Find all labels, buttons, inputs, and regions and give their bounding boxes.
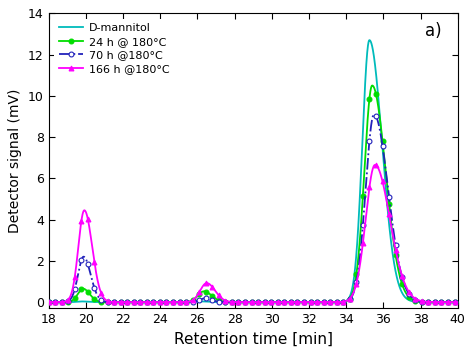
166 h @180°C bbox=[46, 300, 52, 304]
Line: D-mannitol: D-mannitol bbox=[49, 40, 458, 302]
24 h @ 180°C bbox=[46, 300, 52, 304]
24 h @ 180°C bbox=[369, 83, 375, 88]
166 h @180°C bbox=[312, 300, 318, 304]
24 h @ 180°C bbox=[291, 300, 297, 304]
D-mannitol bbox=[46, 300, 52, 304]
70 h @180°C bbox=[46, 300, 52, 304]
24 h @ 180°C bbox=[383, 164, 388, 169]
166 h @180°C bbox=[383, 191, 388, 196]
X-axis label: Retention time [min]: Retention time [min] bbox=[173, 332, 333, 347]
70 h @180°C bbox=[351, 289, 357, 294]
70 h @180°C bbox=[312, 300, 318, 304]
24 h @ 180°C bbox=[312, 300, 318, 304]
Line: 24 h @ 180°C: 24 h @ 180°C bbox=[46, 83, 460, 305]
D-mannitol bbox=[202, 299, 208, 304]
D-mannitol bbox=[120, 300, 126, 304]
24 h @ 180°C bbox=[202, 289, 208, 294]
70 h @180°C bbox=[455, 300, 461, 304]
24 h @ 180°C bbox=[120, 300, 126, 304]
Line: 70 h @180°C: 70 h @180°C bbox=[46, 112, 460, 305]
D-mannitol bbox=[351, 276, 357, 280]
D-mannitol bbox=[269, 300, 275, 304]
70 h @180°C bbox=[275, 300, 281, 304]
Line: 166 h @180°C: 166 h @180°C bbox=[46, 163, 460, 305]
70 h @180°C bbox=[202, 296, 208, 300]
Text: a): a) bbox=[425, 22, 441, 40]
166 h @180°C bbox=[291, 300, 297, 304]
D-mannitol bbox=[366, 38, 372, 42]
D-mannitol bbox=[291, 300, 297, 304]
166 h @180°C bbox=[372, 163, 378, 167]
70 h @180°C bbox=[371, 112, 377, 116]
D-mannitol bbox=[455, 300, 461, 304]
24 h @ 180°C bbox=[455, 300, 461, 304]
166 h @180°C bbox=[202, 282, 208, 286]
24 h @ 180°C bbox=[351, 286, 357, 290]
166 h @180°C bbox=[351, 289, 357, 294]
166 h @180°C bbox=[120, 300, 126, 304]
70 h @180°C bbox=[291, 300, 297, 304]
D-mannitol bbox=[312, 300, 318, 304]
24 h @ 180°C bbox=[284, 300, 290, 304]
Y-axis label: Detector signal (mV): Detector signal (mV) bbox=[9, 89, 22, 233]
166 h @180°C bbox=[455, 300, 461, 304]
Legend: D-mannitol, 24 h @ 180°C, 70 h @180°C, 166 h @180°C: D-mannitol, 24 h @ 180°C, 70 h @180°C, 1… bbox=[54, 19, 173, 78]
70 h @180°C bbox=[120, 300, 126, 304]
166 h @180°C bbox=[283, 300, 288, 304]
70 h @180°C bbox=[383, 163, 388, 168]
D-mannitol bbox=[383, 179, 388, 184]
